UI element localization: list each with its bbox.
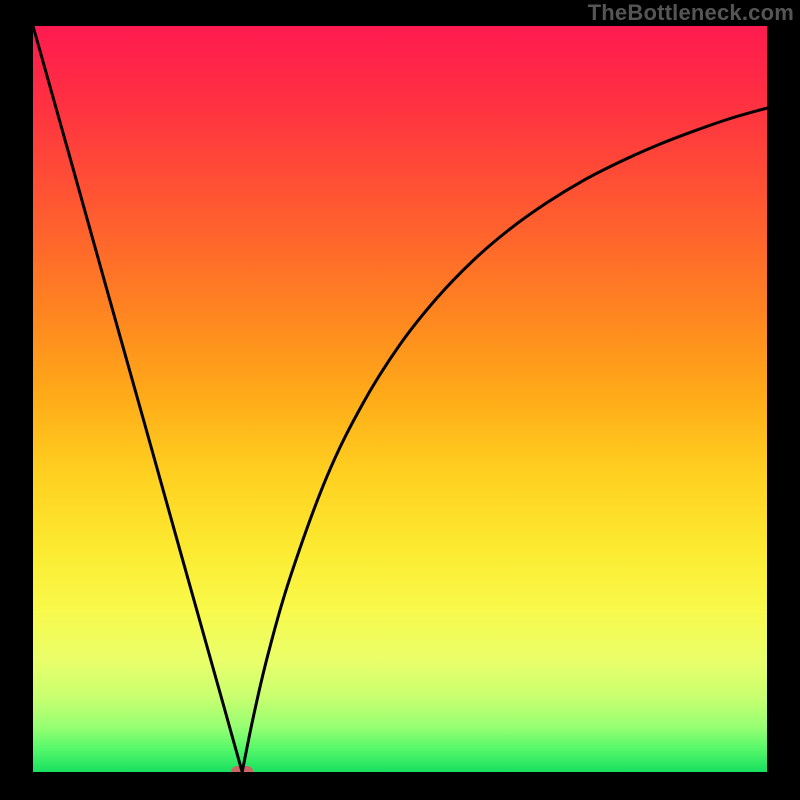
- plot-svg: [33, 26, 767, 772]
- plot-area: [33, 26, 767, 772]
- watermark-text: TheBottleneck.com: [588, 0, 794, 26]
- gradient-background: [33, 26, 767, 772]
- chart-container: TheBottleneck.com: [0, 0, 800, 800]
